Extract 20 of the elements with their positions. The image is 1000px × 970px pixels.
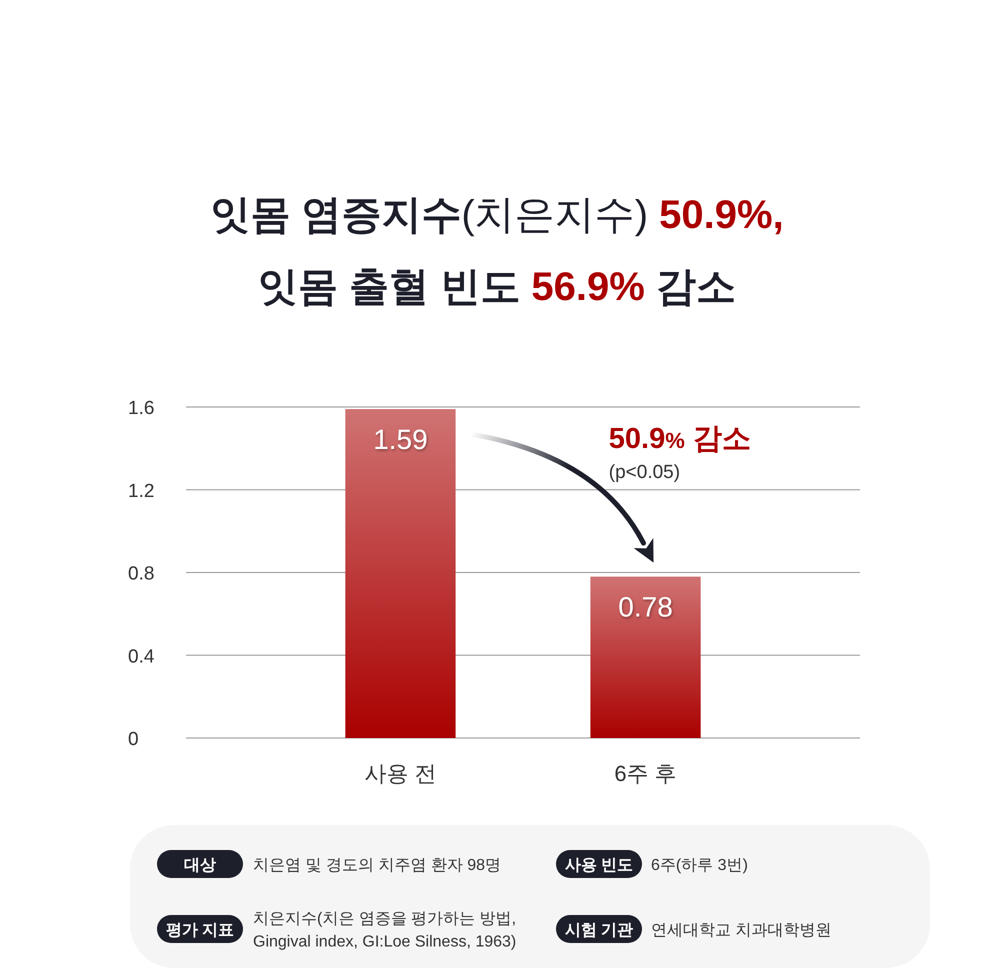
text: 시험 기관 — [564, 922, 634, 939]
y-tick-label: 1.6 — [128, 398, 154, 419]
chart-title: 잇몸 염증지수(치은지수) 50.9%, 잇몸 출혈 빈도 56.9% 감소 — [210, 193, 784, 309]
text: 평가 지표 — [166, 922, 234, 939]
x-tick-label: 6주 후 — [614, 761, 677, 786]
text: 사용 빈도 — [564, 857, 634, 874]
text: 치은지수(치은 염증을 평가하는 방법, Gingival index, GI:Loe Silness, 1963) — [253, 910, 516, 950]
text: 치은염 및 경도의 치주염 환자 98명 — [253, 857, 502, 874]
text: 연세대학교 치과대학병원 — [651, 922, 832, 939]
y-tick-label: 0.8 — [128, 564, 154, 584]
text: 6주(하루 3번) — [651, 857, 748, 874]
text: 대상 — [184, 857, 216, 874]
annotation: 50.9% 감소 — [608, 423, 751, 455]
data-label: 1.59 — [373, 424, 428, 456]
data-label: 0.78 — [618, 592, 673, 623]
x-tick-label: 사용 전 — [364, 761, 437, 786]
y-tick-label: 1.2 — [128, 480, 154, 502]
y-tick-label: 0 — [128, 729, 139, 750]
annotation: (p<0.05) — [608, 462, 680, 483]
y-tick-label: 0.4 — [128, 646, 155, 668]
